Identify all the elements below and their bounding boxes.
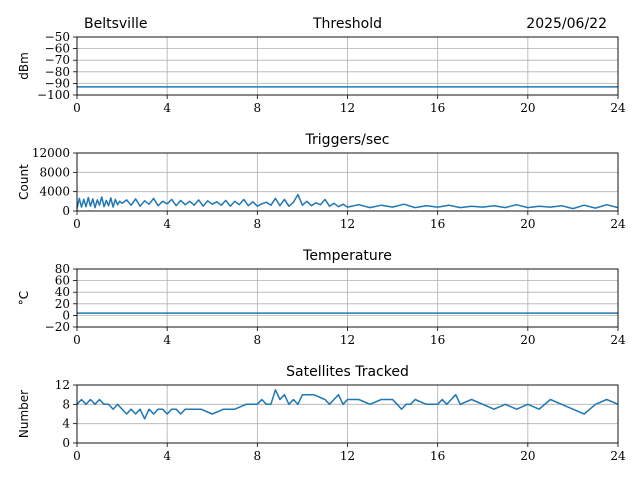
satellites-title: Satellites Tracked (286, 364, 409, 380)
satellites-ytick-label: 4 (62, 417, 70, 431)
triggers-ytick-label: 8000 (39, 165, 70, 179)
threshold-xtick-label: 4 (163, 101, 171, 115)
threshold-xtick-label: 12 (340, 101, 355, 115)
triggers-xtick-label: 16 (430, 217, 445, 231)
threshold-ytick-label: −100 (37, 88, 70, 102)
satellites-ytick-label: 0 (62, 436, 70, 450)
threshold-ytick-label: −50 (45, 30, 70, 44)
threshold-ytick-label: −90 (45, 76, 70, 90)
temperature-ytick-label: 0 (62, 308, 70, 322)
threshold-xtick-label: 20 (520, 101, 535, 115)
triggers-xtick-label: 12 (340, 217, 355, 231)
threshold-panel: 0 4 8 12 16 20 24 −100−90−80−70−60−50 Threshold d… (17, 16, 626, 115)
satellites-xtick-label: 8 (254, 449, 262, 463)
temperature-ytick-label: 80 (55, 262, 70, 276)
satellites-xtick-label: 16 (430, 449, 445, 463)
satellites-ytick-label: 8 (62, 397, 70, 411)
triggers-title: Triggers/sec (305, 132, 390, 148)
satellites-ylabel: Number (17, 390, 31, 438)
temperature-ytick-label: 40 (55, 285, 70, 299)
temperature-ytick-label: −20 (45, 320, 70, 334)
satellites-xtick-label: 12 (340, 449, 355, 463)
triggers-xtick-label: 20 (520, 217, 535, 231)
temperature-xtick-label: 16 (430, 333, 445, 347)
temperature-ytick-label: 20 (55, 297, 70, 311)
triggers-xtick-label: 0 (73, 217, 81, 231)
temperature-ytick-label: 60 (55, 274, 70, 288)
temperature-xtick-label: 12 (340, 333, 355, 347)
triggers-series-line (76, 193, 619, 210)
triggers-xtick-label: 24 (610, 217, 626, 231)
threshold-xtick-label: 16 (430, 101, 445, 115)
satellites-ytick-label: 12 (55, 378, 70, 392)
threshold-xtick-label: 8 (254, 101, 262, 115)
triggers-ytick-label: 0 (62, 204, 70, 218)
temperature-title: Temperature (302, 248, 392, 264)
triggers-panel: 0 4 8 12 16 20 24 0 4000 8000 12000 Triggers/sec Cou… (17, 132, 626, 231)
temperature-xtick-label: 8 (254, 333, 262, 347)
threshold-ytick-label: −70 (45, 53, 70, 67)
satellites-series-line (76, 389, 619, 420)
triggers-ylabel: Count (17, 164, 31, 200)
satellites-xtick-label: 20 (520, 449, 535, 463)
triggers-xtick-label: 4 (163, 217, 171, 231)
station-label: Beltsville (84, 16, 147, 32)
threshold-title: Threshold (312, 16, 382, 32)
temperature-xtick-label: 4 (163, 333, 171, 347)
threshold-xtick-label: 0 (73, 101, 81, 115)
temperature-xtick-label: 0 (73, 333, 81, 347)
triggers-xtick-label: 8 (254, 217, 262, 231)
threshold-ylabel: dBm (17, 52, 31, 80)
satellites-panel: 0 4 8 12 16 20 24 0 4 8 12 Satellites Tracked Number (17, 364, 626, 463)
satellites-xtick-label: 24 (610, 449, 626, 463)
temperature-xtick-label: 20 (520, 333, 535, 347)
threshold-xtick-label: 24 (610, 101, 626, 115)
date-label: 2025/06/22 (526, 16, 607, 32)
temperature-xtick-label: 24 (610, 333, 626, 347)
satellites-xtick-label: 0 (73, 449, 81, 463)
satellites-xtick-label: 4 (163, 449, 171, 463)
temperature-ylabel: °C (17, 291, 31, 305)
triggers-ytick-label: 12000 (32, 146, 70, 160)
threshold-ytick-label: −60 (45, 42, 70, 56)
threshold-ytick-label: −80 (45, 65, 70, 79)
triggers-ytick-label: 4000 (39, 185, 70, 199)
